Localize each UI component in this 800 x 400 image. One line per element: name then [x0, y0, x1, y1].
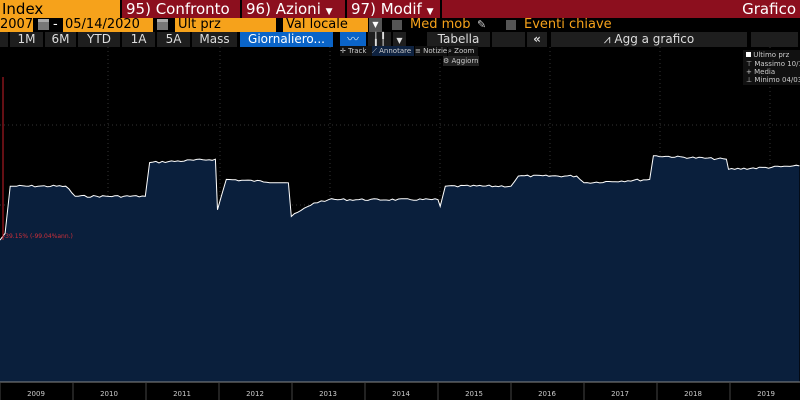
zoom-tool[interactable]: ⌕ Zoom [448, 46, 478, 56]
add-to-chart-label: Agg a grafico [614, 32, 695, 46]
table-button[interactable]: Tabella [427, 32, 492, 47]
x-tick-label: 2016 [538, 390, 556, 398]
toolbar-spacer [0, 32, 10, 47]
chart-legend: Ultimo prz ⊤ Massimo 10/13 + Media ⊥ Min… [743, 50, 800, 85]
price-area [0, 155, 800, 382]
refresh-label: Aggiorn [451, 57, 479, 65]
currency-dropdown-icon[interactable]: ▼ [369, 18, 382, 32]
period-1m[interactable]: 1M [10, 32, 45, 47]
x-tick-label: 2015 [465, 390, 483, 398]
x-tick-label: 2011 [173, 390, 191, 398]
legend-avg-label: Media [754, 68, 776, 76]
x-tick-label: 2013 [319, 390, 337, 398]
zoom-label: Zoom [454, 47, 475, 55]
calendar-icon[interactable] [38, 19, 49, 30]
line-chart-icon[interactable]: 〰 [340, 32, 368, 47]
period-1a[interactable]: 1A [122, 32, 157, 47]
moving-avg-label: Med mob [410, 17, 471, 32]
chart-type-dropdown-icon[interactable]: ▼ [393, 32, 408, 47]
track-label: Track [348, 47, 367, 55]
grafico-title: Grafico [442, 0, 800, 18]
azioni-label: 96) Azioni [246, 0, 321, 18]
confronto-button[interactable]: 95) Confronto [122, 0, 240, 18]
bar-chart-icon[interactable]: ╽╿ [368, 32, 393, 47]
collapse-button[interactable]: « [527, 32, 549, 47]
security-field[interactable]: Index [0, 0, 120, 18]
modif-label: 97) Modif [351, 0, 422, 18]
x-tick-label: 2010 [100, 390, 118, 398]
start-date-field[interactable]: 2007 [0, 17, 34, 32]
calendar-icon[interactable] [157, 19, 168, 30]
chart-icon: ⩘ [603, 32, 615, 46]
annotate-tool[interactable]: ⟋ Annotare [372, 46, 414, 56]
x-axis-band [0, 382, 800, 400]
x-tick-label: 2009 [27, 390, 45, 398]
legend-low-label: Minimo 04/03/ [754, 76, 800, 84]
price-field-select[interactable]: Ult prz [175, 18, 276, 32]
x-tick-label: 2014 [392, 390, 410, 398]
period-5a[interactable]: 5A [157, 32, 192, 47]
confronto-label: 95) Confronto [126, 0, 230, 18]
legend-last[interactable]: Ultimo prz [746, 50, 800, 60]
events-label: Eventi chiave [524, 17, 612, 32]
x-tick-label: 2019 [757, 390, 775, 398]
dropdown-icon: ▼ [325, 7, 333, 17]
moving-avg-checkbox[interactable] [392, 20, 402, 30]
track-tool[interactable]: ✛ Track [340, 46, 372, 56]
dropdown-icon: ▼ [426, 7, 434, 17]
legend-last-label: Ultimo prz [753, 51, 790, 59]
annotate-label: Annotare [379, 47, 412, 55]
x-tick-label: 2017 [611, 390, 629, 398]
options-button[interactable] [751, 32, 800, 47]
legend-low[interactable]: ⊥ Minimo 04/03/ [746, 76, 800, 84]
period-6m[interactable]: 6M [45, 32, 78, 47]
currency-select[interactable]: Val locale [283, 18, 368, 32]
period-mass[interactable]: Mass [192, 32, 239, 47]
pencil-icon[interactable]: ✎ [477, 18, 487, 31]
price-line [0, 155, 800, 241]
legend-high[interactable]: ⊤ Massimo 10/13 [746, 60, 800, 68]
legend-avg[interactable]: + Media [746, 68, 776, 76]
frequency-select[interactable]: Giornaliero... [240, 32, 335, 47]
x-tick-label: 2018 [684, 390, 702, 398]
end-date-field[interactable]: 05/14/2020 [63, 18, 153, 32]
return-annotation: -39.15% (-99.04%ann.) [3, 233, 73, 240]
add-to-chart-button[interactable]: ⩘ Agg a grafico [551, 32, 749, 47]
modif-button[interactable]: 97) Modif ▼ [347, 0, 440, 18]
legend-high-label: Massimo 10/13 [754, 60, 800, 68]
x-tick-label: 2012 [246, 390, 264, 398]
refresh-button[interactable]: ⚙ Aggiorn [443, 56, 479, 66]
date-separator: - [53, 17, 58, 32]
price-chart[interactable]: 2009 2010 2011 2012 2013 2014 2015 2016 2017 2018… [0, 47, 800, 400]
spacer [492, 32, 527, 47]
news-tool[interactable]: ≡ Notizie [415, 46, 448, 56]
period-ytd[interactable]: YTD [78, 32, 122, 47]
news-label: Notizie [423, 47, 448, 55]
events-checkbox[interactable] [506, 20, 516, 30]
azioni-button[interactable]: 96) Azioni ▼ [242, 0, 345, 18]
